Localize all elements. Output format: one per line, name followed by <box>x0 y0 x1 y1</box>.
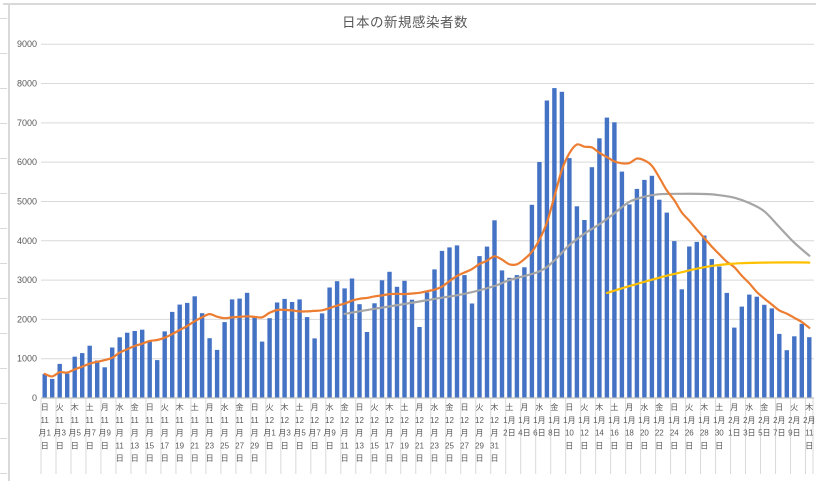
yellow-line-series <box>605 261 811 295</box>
bars-series <box>42 88 812 399</box>
chart-title: 日本の新規感染者数 <box>342 15 468 30</box>
svg-text:8000: 8000 <box>17 79 37 89</box>
svg-text:6000: 6000 <box>17 157 37 167</box>
spreadsheet-row-gridline-stubs <box>0 0 8 481</box>
svg-text:7000: 7000 <box>17 118 37 128</box>
svg-text:0: 0 <box>32 393 37 403</box>
svg-text:1000: 1000 <box>17 354 37 364</box>
chart-border-left <box>8 3 10 481</box>
svg-text:9000: 9000 <box>17 39 37 49</box>
ma-line-series <box>43 143 811 378</box>
svg-text:4000: 4000 <box>17 236 37 246</box>
svg-text:5000: 5000 <box>17 196 37 206</box>
gray-line-series <box>343 192 811 315</box>
x-axis-tick-labels: 日 11 月1 日火 11 月3 日木 11 月5 日土 11 月7 日月 11 月9 日水 11 月 11 日金 11… <box>38 402 815 463</box>
y-axis-labels: 0 1000 2000 3000 4000 5000 6000 7000 8000 9000 <box>17 39 37 403</box>
chart-border-top <box>3 3 816 5</box>
svg-text:3000: 3000 <box>17 275 37 285</box>
svg-text:2000: 2000 <box>17 314 37 324</box>
x-tick-separators <box>40 399 814 474</box>
